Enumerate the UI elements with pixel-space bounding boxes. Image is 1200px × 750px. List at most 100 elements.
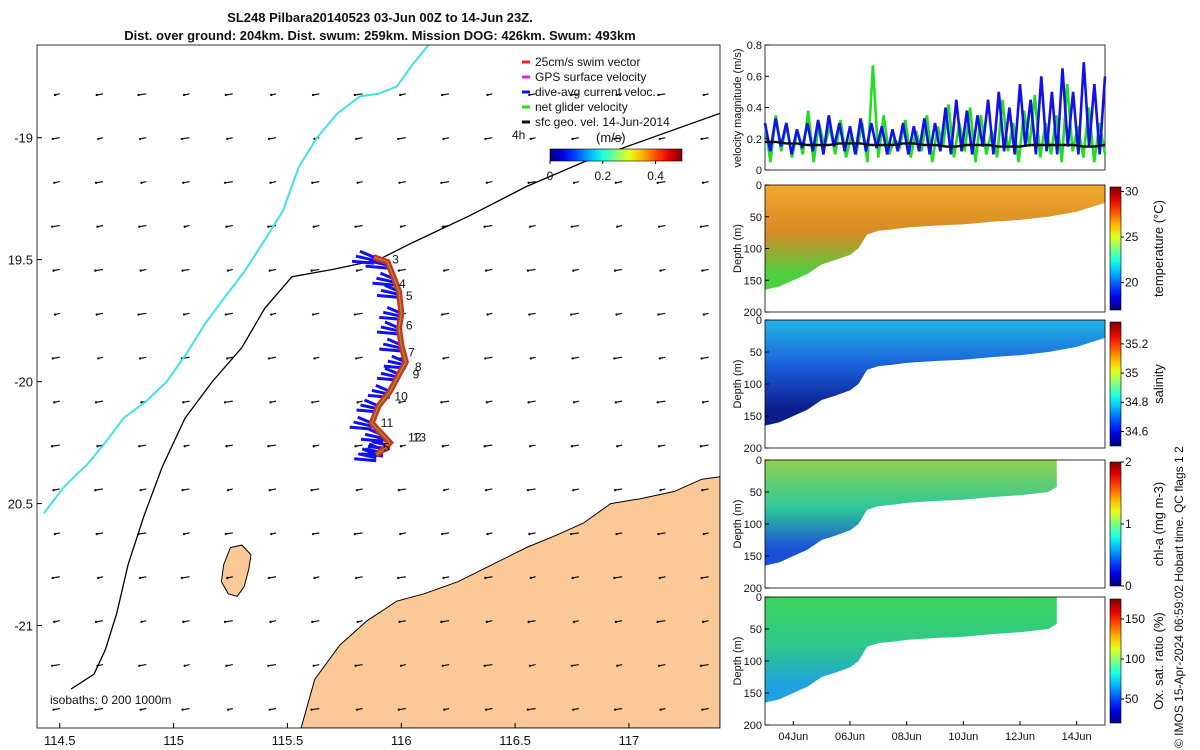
colorbar-tick-label: 150 <box>1125 612 1145 626</box>
geo-vector-head <box>226 708 230 711</box>
geo-vector-arrow <box>657 620 666 623</box>
depth-tick-label: 200 <box>744 443 762 455</box>
day-label: 5 <box>383 440 390 454</box>
day-label: 6 <box>406 319 413 333</box>
geo-vector-head <box>527 181 530 184</box>
geo-vector-head <box>569 313 573 316</box>
geo-vector-head <box>526 708 530 711</box>
geo-vector-head <box>570 664 574 667</box>
geo-vector-head <box>312 445 315 448</box>
title-line-2: Dist. over ground: 204km. Dist. swum: 25… <box>124 28 636 43</box>
geo-vector-head <box>526 488 530 492</box>
geo-vector-head <box>399 664 403 667</box>
geo-vector-head <box>440 181 443 184</box>
geo-vector-head <box>657 532 660 536</box>
geo-vector-head <box>311 181 314 184</box>
geo-vector-head <box>397 708 401 711</box>
geo-vector-head <box>572 401 576 404</box>
geo-vector-head <box>52 269 55 272</box>
legend-label: GPS surface velocity <box>535 70 646 84</box>
geo-vector-head <box>613 576 616 580</box>
section-data-field <box>765 320 1105 426</box>
geo-vector-head <box>572 708 575 711</box>
geo-vector-head <box>486 532 489 536</box>
geo-vector-head <box>571 357 574 360</box>
geo-vector-head <box>356 620 359 624</box>
geo-vector-head <box>140 401 143 404</box>
geo-vector-head <box>486 93 489 97</box>
geo-vector-head <box>94 269 97 272</box>
geo-vector-head <box>311 313 315 316</box>
geo-vector-head <box>572 488 575 492</box>
dive-avg-vector <box>349 425 372 431</box>
geo-vector-head <box>52 488 55 492</box>
isobath-1000m-line <box>70 112 720 690</box>
dive-avg-vector <box>355 254 375 262</box>
geo-vector-head <box>484 708 488 711</box>
colorbar-tick-label: 34.8 <box>1125 395 1149 409</box>
dive-avg-vector <box>376 293 400 299</box>
geo-vector-head <box>140 620 143 624</box>
colorbar-tick-label: 0 <box>1125 579 1132 593</box>
geo-vector-head <box>527 620 530 624</box>
geo-vector-head <box>441 225 445 228</box>
dive-avg-vector <box>360 437 384 443</box>
geo-vector-head <box>659 708 662 711</box>
geo-vector-head <box>529 137 532 141</box>
colorbar-units-label: (m/s) <box>596 130 626 145</box>
geo-vector-head <box>356 181 359 184</box>
depth-tick-label: 200 <box>744 307 762 319</box>
geo-vector-head <box>657 225 661 228</box>
geo-vector-head <box>182 313 186 316</box>
geo-vector-head <box>181 488 184 492</box>
depth-tick-label: 200 <box>744 583 762 595</box>
geo-vector-arrow <box>441 620 450 623</box>
section-colorbar <box>1109 598 1122 724</box>
geo-vector-head <box>96 445 99 448</box>
geo-vector-head <box>701 269 704 272</box>
geo-vector-head <box>181 708 184 711</box>
geo-vector-head <box>571 576 574 580</box>
geo-vector-head <box>616 664 619 667</box>
map-x-tick-label: 115.5 <box>272 733 304 748</box>
geo-vector-head <box>181 269 184 272</box>
geo-vector-head <box>699 664 703 667</box>
depth-tick-label: 150 <box>744 551 762 563</box>
geo-vector-head <box>700 576 703 580</box>
geo-vector-head <box>226 357 229 360</box>
geo-vector-arrow <box>614 576 623 579</box>
colorbar-tick-label: 100 <box>1125 652 1145 666</box>
day-label: 12 <box>408 431 422 445</box>
geo-vector-head <box>269 620 272 624</box>
geo-vector-head <box>657 445 661 448</box>
depth-tick-label: 150 <box>744 688 762 700</box>
geo-vector-arrow <box>657 400 666 403</box>
geo-vector-head <box>354 445 357 448</box>
geo-vector-head <box>657 664 661 667</box>
geo-vector-head <box>51 137 55 141</box>
geo-vector-head <box>528 93 531 97</box>
geo-vector-head <box>396 576 400 580</box>
colorbar-tick-label: 35.2 <box>1125 337 1149 351</box>
geo-vector-head <box>399 532 402 536</box>
geo-vector-head <box>182 93 186 97</box>
geo-vector-head <box>484 576 487 580</box>
geo-vector-head <box>440 93 444 97</box>
geo-vector-head <box>310 488 313 492</box>
speed-colorbar <box>549 148 683 162</box>
geo-vector-head <box>313 576 316 580</box>
geo-vector-head <box>355 488 359 492</box>
geo-vector-head <box>356 401 359 404</box>
velocity-y-tick-label: 0.4 <box>747 103 762 115</box>
colorbar-tick-label: 1 <box>1125 517 1132 531</box>
geo-vector-head <box>138 225 141 228</box>
geo-vector-head <box>95 313 98 316</box>
geo-vector-head <box>529 357 532 360</box>
colorbar-tick-label: 0.2 <box>594 169 611 183</box>
geo-vector-head <box>441 664 445 667</box>
day-label: 7 <box>408 345 415 359</box>
time-tick-label: 10Jun <box>948 731 978 743</box>
geo-vector-head <box>53 313 57 316</box>
geo-vector-head <box>267 664 270 667</box>
geo-vector-head <box>224 532 228 536</box>
